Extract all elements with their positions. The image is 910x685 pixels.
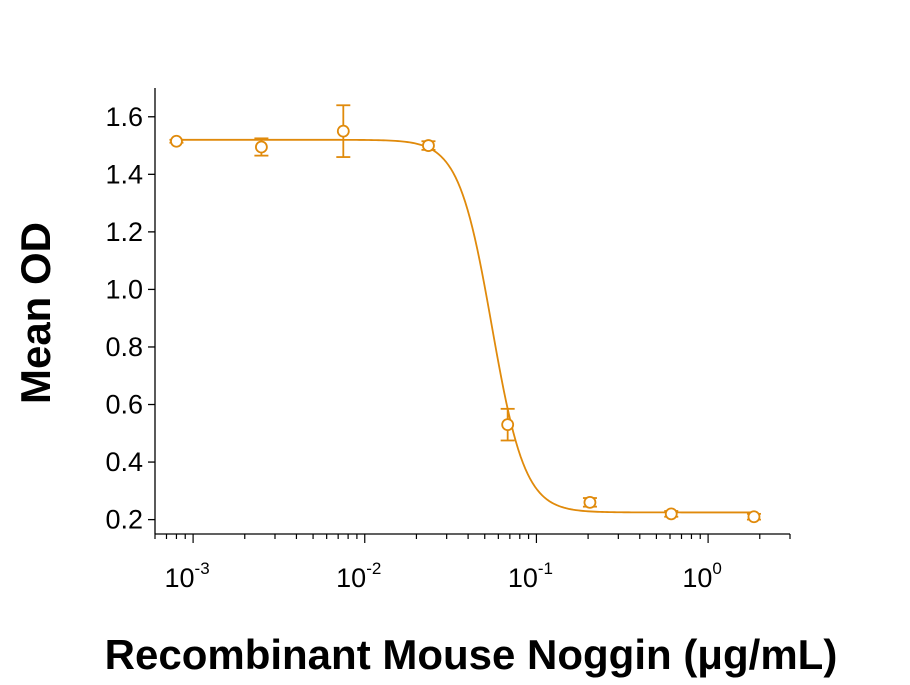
fit-curve bbox=[176, 138, 754, 514]
y-axis-title: Mean OD bbox=[12, 222, 59, 404]
y-tick-label: 0.6 bbox=[105, 390, 143, 420]
x-tick-exponent: 0 bbox=[712, 559, 721, 578]
x-tick-exponent: -3 bbox=[195, 559, 210, 578]
data-point bbox=[501, 418, 515, 432]
y-tick-label: 1.0 bbox=[105, 274, 143, 304]
data-points-layer bbox=[169, 104, 761, 524]
y-tick-label: 1.4 bbox=[105, 159, 143, 189]
x-tick-base: 10 bbox=[164, 563, 194, 593]
x-tick-base: 10 bbox=[336, 563, 366, 593]
fit-curve-layer bbox=[176, 138, 754, 514]
x-axis: 10-3 10-2 10-1 100 bbox=[154, 533, 791, 593]
data-point bbox=[664, 507, 678, 521]
data-point-group bbox=[336, 104, 351, 158]
x-tick-exponent: -2 bbox=[366, 559, 381, 578]
x-tick-label: 10-3 bbox=[164, 559, 209, 593]
y-tick-label: 1.6 bbox=[105, 102, 143, 132]
data-point-group bbox=[500, 407, 515, 442]
y-tick-label: 0.2 bbox=[105, 505, 143, 535]
y-tick-label: 1.2 bbox=[105, 217, 143, 247]
y-tick-label: 0.8 bbox=[105, 332, 143, 362]
data-point-group bbox=[664, 507, 679, 521]
x-tick-exponent: -1 bbox=[538, 559, 553, 578]
x-tick-base: 10 bbox=[682, 563, 712, 593]
data-point bbox=[254, 140, 268, 154]
y-axis: 0.2 0.4 0.6 0.8 1.0 1.2 1.4 1.6 bbox=[105, 88, 156, 535]
data-point-group bbox=[582, 495, 597, 509]
data-point-group bbox=[421, 139, 436, 152]
data-point bbox=[583, 495, 597, 509]
x-tick-label: 10-1 bbox=[508, 559, 553, 593]
data-point bbox=[747, 510, 761, 524]
data-point-group bbox=[746, 510, 761, 524]
x-axis-title: Recombinant Mouse Noggin (μg/mL) bbox=[105, 631, 838, 678]
data-point-group bbox=[254, 137, 269, 157]
data-point-group bbox=[169, 134, 184, 148]
data-point bbox=[170, 134, 183, 148]
y-tick-label: 0.4 bbox=[105, 447, 143, 477]
x-tick-label: 10-2 bbox=[336, 559, 381, 593]
data-point bbox=[336, 124, 350, 138]
x-tick-label: 100 bbox=[682, 559, 722, 593]
x-tick-base: 10 bbox=[508, 563, 538, 593]
data-point bbox=[422, 139, 435, 152]
